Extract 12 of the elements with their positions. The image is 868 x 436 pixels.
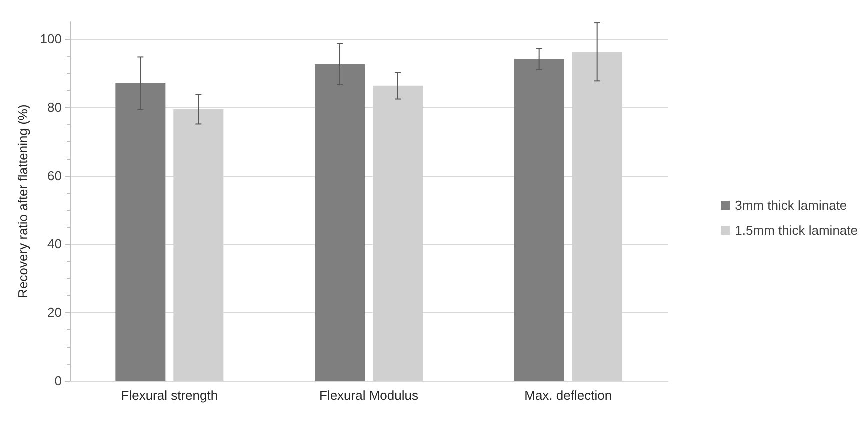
x-tick-label: Flexural Modulus	[320, 388, 419, 403]
legend-label: 3mm thick laminate	[735, 198, 848, 213]
y-tick-label: 40	[48, 236, 62, 252]
y-tick-label: 20	[48, 305, 62, 320]
legend-label: 1.5mm thick laminate	[735, 223, 858, 238]
y-tick-label: 100	[40, 32, 62, 47]
y-tick-label: 60	[48, 168, 62, 184]
x-tick-label: Max. deflection	[524, 388, 612, 403]
y-tick-label: 0	[54, 374, 62, 388]
y-tick-label: 80	[48, 100, 62, 115]
y-axis-title: Recovery ratio after flattening (%)	[15, 104, 30, 298]
x-tick-label: Flexural strength	[121, 388, 218, 403]
